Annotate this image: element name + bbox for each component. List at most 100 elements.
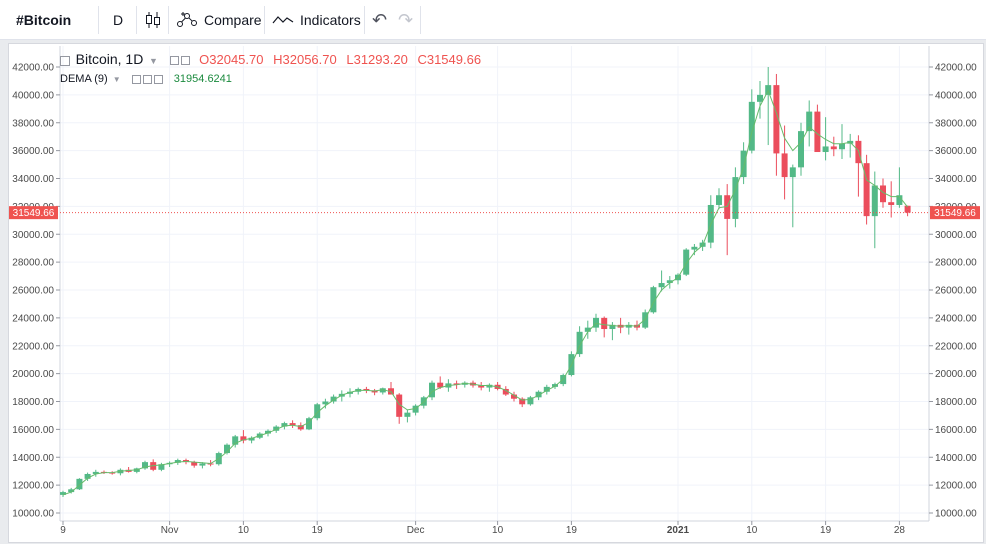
candle-body: [158, 464, 165, 470]
symbol-label: #Bitcoin: [16, 12, 72, 28]
y-tick-label-right: 26000.00: [935, 286, 977, 297]
candle-body: [904, 205, 911, 213]
candle-body: [830, 146, 837, 150]
candle-body: [207, 463, 214, 465]
candle-body: [265, 430, 271, 434]
chevron-down-icon[interactable]: ▼: [112, 75, 121, 84]
interval-label: D: [112, 12, 124, 28]
toolbar-divider: [420, 6, 421, 34]
candle-body: [84, 473, 91, 479]
candle-body: [888, 202, 895, 205]
open-key: O: [199, 52, 210, 67]
candle-body: [232, 436, 239, 445]
x-tick-label: 10: [238, 525, 250, 536]
candle-body: [806, 111, 813, 132]
candle-body: [732, 177, 739, 219]
y-tick-label-right: 34000.00: [935, 174, 977, 185]
candle-body: [322, 401, 329, 405]
candle-body: [683, 249, 690, 275]
candle-body: [379, 388, 386, 393]
interval-button[interactable]: D: [108, 0, 128, 40]
candle-body: [748, 101, 755, 151]
y-tick-label-right: 42000.00: [935, 63, 977, 74]
candle-body: [437, 382, 444, 388]
y-tick-label-left: 30000.00: [12, 230, 54, 241]
undo-button[interactable]: ↶: [372, 0, 387, 40]
low-value: 31293.20: [353, 52, 408, 67]
close-icon[interactable]: [153, 74, 163, 84]
candle-body: [248, 437, 255, 441]
candle-body: [92, 471, 99, 474]
candle-body: [519, 398, 526, 405]
series-title: Bitcoin, 1D: [75, 51, 144, 67]
candle-body: [273, 426, 280, 431]
y-tick-label-right: 30000.00: [935, 230, 977, 241]
settings-icon[interactable]: [131, 74, 141, 84]
candle-body: [716, 195, 722, 205]
indicators-button[interactable]: Indicators: [272, 0, 361, 40]
candle-body: [174, 460, 181, 463]
top-toolbar: #Bitcoin D Compare Indicators ↶ ↷: [0, 0, 986, 40]
x-tick-label: Dec: [407, 525, 425, 536]
candle-body: [839, 143, 845, 150]
chart-style-button[interactable]: [142, 0, 164, 40]
y-tick-label-left: 22000.00: [12, 341, 54, 352]
y-tick-label-left: 34000.00: [12, 174, 54, 185]
settings-icon[interactable]: [169, 56, 179, 66]
y-tick-label-right: 24000.00: [935, 313, 977, 324]
hide-icon[interactable]: [180, 56, 190, 66]
candle-body: [601, 317, 608, 330]
candle-body: [478, 385, 485, 388]
candle-body: [486, 384, 493, 388]
candle-body: [68, 489, 75, 493]
y-tick-label-left: 20000.00: [12, 369, 54, 380]
symbol-search[interactable]: #Bitcoin: [16, 0, 71, 40]
x-tick-label: 2021: [667, 525, 690, 536]
x-tick-label: 28: [894, 525, 906, 536]
y-tick-label-right: 16000.00: [935, 425, 977, 436]
candle-body: [871, 185, 878, 217]
indicator-value: 31954.6241: [173, 73, 232, 85]
indicator-legend: DEMA (9) ▼ 31954.6241: [60, 73, 232, 85]
y-tick-label-left: 24000.00: [12, 313, 54, 324]
redo-button[interactable]: ↷: [398, 0, 413, 40]
candle-body: [650, 287, 657, 313]
indicator-name: DEMA (9): [60, 73, 108, 85]
candle-body: [584, 327, 591, 332]
y-tick-label-right: 20000.00: [935, 369, 977, 380]
y-tick-label-right: 38000.00: [935, 118, 977, 129]
y-tick-label-left: 28000.00: [12, 258, 54, 269]
candle-body: [412, 405, 419, 413]
collapse-legend-icon[interactable]: [60, 55, 70, 66]
y-tick-label-left: 36000.00: [12, 146, 54, 157]
toolbar-divider: [136, 6, 137, 34]
y-tick-label-right: 36000.00: [935, 146, 977, 157]
candle-body: [142, 462, 148, 469]
dema-layer: [62, 89, 908, 496]
candle-body: [757, 94, 763, 102]
candle-body: [396, 394, 403, 417]
toolbar-divider: [364, 6, 365, 34]
candle-body: [453, 383, 460, 385]
candle-body: [60, 492, 66, 495]
candle-body: [502, 388, 509, 395]
chevron-down-icon[interactable]: ▼: [148, 56, 158, 66]
high-value: 32056.70: [282, 52, 337, 67]
x-tick-label: 10: [492, 525, 504, 536]
hide-icon[interactable]: [142, 74, 152, 84]
candle-body: [527, 397, 534, 405]
candle-body: [863, 163, 870, 217]
main-series-legend: Bitcoin, 1D ▼ O32045.70 H32056.70 L31293…: [60, 51, 481, 67]
last-price-label-right: 31549.66: [934, 208, 976, 219]
candle-body: [880, 185, 886, 203]
compare-button[interactable]: Compare: [176, 0, 262, 40]
candle-body: [535, 391, 542, 398]
candle-body: [306, 418, 312, 430]
y-tick-label-right: 28000.00: [935, 258, 977, 269]
candle-body: [552, 384, 558, 387]
candle-body: [543, 386, 550, 392]
indicators-icon: [272, 16, 294, 24]
y-tick-label-left: 40000.00: [12, 90, 54, 101]
candle-body: [511, 394, 517, 399]
